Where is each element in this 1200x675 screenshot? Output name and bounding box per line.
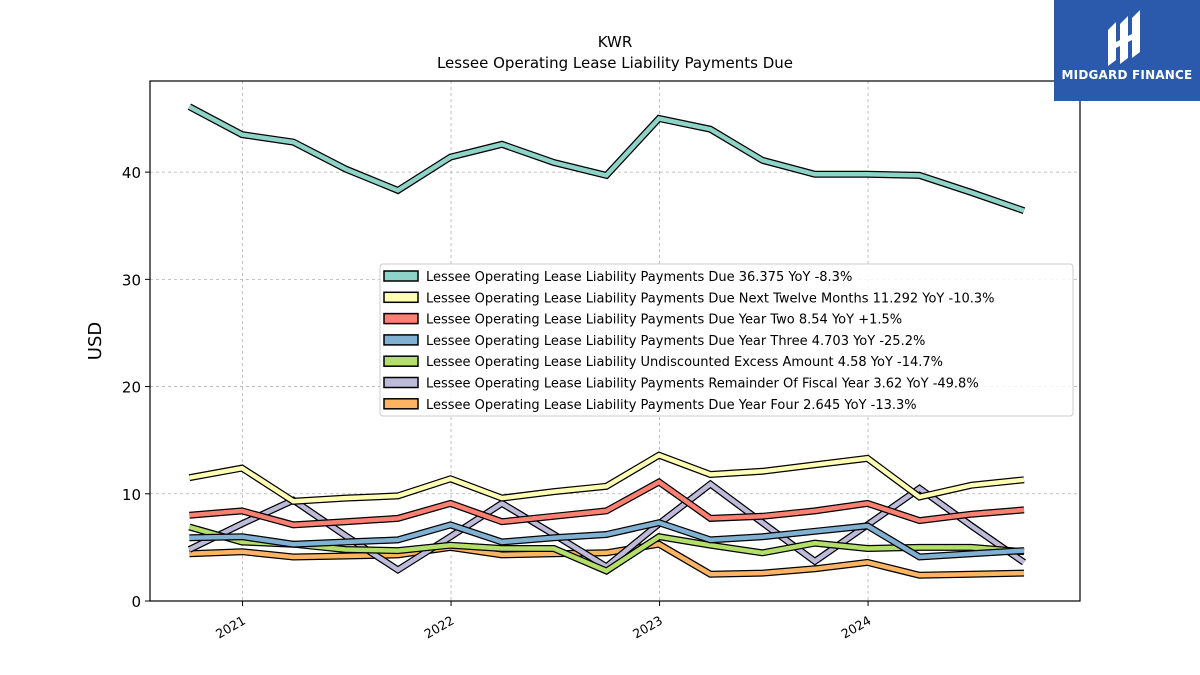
legend-entry: Lessee Operating Lease Liability Undisco… <box>426 355 943 370</box>
chart-subtitle: Lessee Operating Lease Liability Payment… <box>437 54 793 72</box>
legend[interactable]: Lessee Operating Lease Liability Payment… <box>379 263 1074 417</box>
series-line-lessee-operating-lease-liability-payments-due <box>188 104 1025 213</box>
legend-swatch <box>383 376 419 389</box>
series-line-lessee-operating-lease-liability-payments-due-next-twelve-months <box>188 452 1025 504</box>
y-tick-label: 0 <box>131 593 141 611</box>
y-tick-label: 30 <box>122 271 141 289</box>
legend-entry: Lessee Operating Lease Liability Payment… <box>426 270 852 285</box>
y-tick-label: 40 <box>122 164 141 182</box>
plot-area-frame <box>149 80 1081 602</box>
series-outline-lessee-operating-lease-liability-payments-due-next-twelve-months <box>188 451 1025 505</box>
series-outline-lessee-operating-lease-liability-payments-due <box>187 103 1026 215</box>
x-tick-label: 2021 <box>213 613 248 642</box>
legend-swatch <box>383 312 419 325</box>
legend-swatch <box>383 270 419 282</box>
x-tick-label: 2022 <box>421 613 456 642</box>
midgard-logo-icon <box>1108 10 1140 66</box>
y-tick-label: 10 <box>122 486 141 504</box>
brand-logo: MIDGARD FINANCE <box>1054 0 1200 101</box>
series-layer <box>187 103 1026 579</box>
x-tick-label: 2023 <box>630 613 665 642</box>
legend-entry: Lessee Operating Lease Liability Payment… <box>426 313 902 328</box>
chart-title: KWR <box>598 33 633 51</box>
series-line-lessee-operating-lease-liability-payments-due-year-two <box>189 479 1025 528</box>
legend-entry: Lessee Operating Lease Liability Payment… <box>426 334 925 349</box>
legend-swatch <box>383 398 419 410</box>
legend-entry: Lessee Operating Lease Liability Payment… <box>426 291 995 306</box>
series-line-lessee-operating-lease-liability-payments-due-year-four <box>189 541 1025 578</box>
legend-box <box>379 263 1074 417</box>
legend-swatch <box>383 291 419 304</box>
legend-swatch <box>383 334 419 346</box>
legend-entry: Lessee Operating Lease Liability Payment… <box>426 398 917 413</box>
series-line-lessee-operating-lease-liability-undiscounted-excess-amount <box>188 524 1025 574</box>
series-line-lessee-operating-lease-liability-payments-due-year-three <box>189 520 1025 560</box>
y-tick-label: 20 <box>122 379 141 397</box>
legend-swatch <box>383 355 419 367</box>
brand-name: MIDGARD FINANCE <box>1061 68 1193 82</box>
x-tick-label: 2024 <box>839 613 874 642</box>
legend-entry: Lessee Operating Lease Liability Payment… <box>426 377 979 392</box>
y-axis-label: USD <box>85 322 106 360</box>
